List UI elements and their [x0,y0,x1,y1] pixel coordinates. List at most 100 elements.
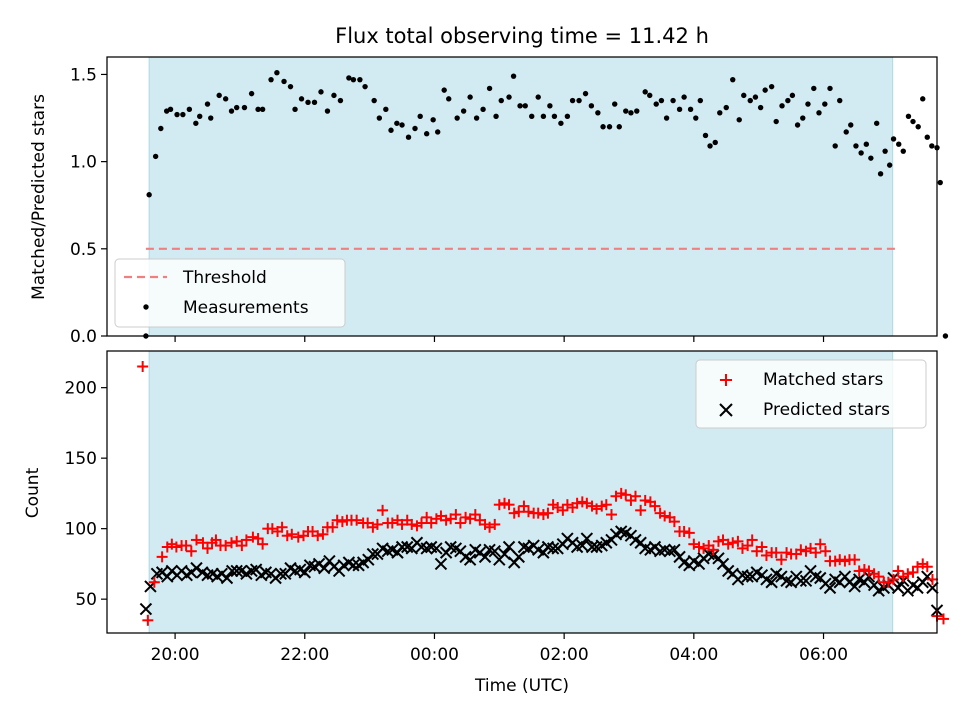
predicted-star-point [799,574,813,588]
ratio-y-tick-label: 1.0 [70,153,97,173]
measurement-point [305,99,311,106]
matched-star-point [756,541,768,553]
predicted-star-point [430,542,443,555]
matched-star-point [600,499,612,511]
measurement-point [551,113,558,119]
measurement-point [773,118,779,125]
matched-star-point [220,540,232,552]
matched-star-point [732,535,744,547]
measurement-point [287,83,294,90]
measurement-point [324,108,331,114]
matched-star-point [635,504,647,516]
measurement-point [628,110,634,116]
matched-star-point [276,521,288,533]
matched-star-point [522,506,534,518]
measurement-point [886,162,893,168]
predicted-star-point [921,570,934,583]
measurements-points [143,69,949,339]
count-panel: 50 100 150 200 20:00 22:00 00:00 02:00 04:00 06:0… [23,350,949,696]
measurement-point [658,97,665,104]
measurement-point [663,115,670,121]
measurement-point [569,97,576,104]
matched-star-point [746,534,758,546]
measurement-point [337,97,344,104]
measurement-point [896,141,902,147]
measurement-point [357,76,363,83]
predicted-star-point [576,539,589,552]
measurement-point [454,115,460,121]
matched-star-point [493,499,505,511]
measurement-point [822,101,828,107]
measurement-point [146,192,152,198]
matched-star-point [327,521,339,533]
predicted-star-point [546,542,560,555]
matched-star-point [421,511,433,523]
predicted-star-point [225,564,239,578]
ratio-legend: Threshold Measurements [114,258,346,328]
measurements-legend-swatch [143,304,149,310]
matched-star-point [683,527,695,539]
predicted-star-point [139,602,153,616]
measurement-point [350,76,357,83]
measurement-point [762,87,768,93]
matched-star-point [202,542,214,554]
measurement-point [268,76,274,83]
measurement-point [486,85,493,92]
matched-star-point [317,528,329,540]
matched-star-point [605,509,617,521]
matched-star-point [921,561,933,573]
matched-star-point [532,507,544,519]
measurement-point [405,134,412,140]
matched-star-point [819,545,831,557]
matched-star-point [137,361,149,373]
measurement-point [558,120,564,126]
measurement-point [281,78,287,85]
measurement-point [480,106,486,113]
predicted-star-point [716,557,730,571]
measurement-point [877,171,884,177]
measurement-point [647,92,653,99]
matched-legend-label: Matched stars [763,370,883,390]
measurement-point [816,110,822,116]
measurement-point [292,106,298,113]
ratio-panel: 0.0 0.5 1.0 1.5 Matched/Predicted stars Thr… [29,56,949,347]
measurement-point [241,104,248,111]
measurement-point [180,111,186,118]
matched-star-point [185,545,197,557]
measurement-point [937,179,943,186]
matched-star-point [742,540,754,552]
measurement-point [564,113,571,119]
matched-star-point [629,490,641,502]
measurement-point [588,103,595,109]
measurement-point [890,136,897,142]
measurement-point [167,106,174,113]
predicted-star-point [220,571,234,585]
measurement-point [837,97,843,104]
x-tick-label: 04:00 [669,645,718,665]
matched-star-point [292,531,304,543]
matched-star-point [678,525,690,537]
matched-star-point [190,534,202,546]
matched-star-point [649,500,661,512]
matched-star-point [236,540,248,552]
measurement-point [741,92,747,99]
measurement-point [582,90,589,97]
predicted-star-point [488,545,501,558]
predicted-star-point [230,564,243,578]
measurement-point [794,122,801,128]
matched-star-point [210,534,222,546]
measurement-point [197,113,203,119]
measurement-point [547,103,553,109]
matched-star-point [542,507,554,519]
matched-star-point [142,614,154,626]
measurement-point [924,134,930,140]
measurement-point [311,99,318,106]
predicted-star-point [190,561,203,575]
measurement-point [736,117,742,123]
predicted-star-point [823,581,837,595]
matched-star-point [331,514,343,526]
x-tick-label: 00:00 [410,645,459,665]
measurement-point [186,106,193,113]
predicted-star-point [395,540,409,554]
